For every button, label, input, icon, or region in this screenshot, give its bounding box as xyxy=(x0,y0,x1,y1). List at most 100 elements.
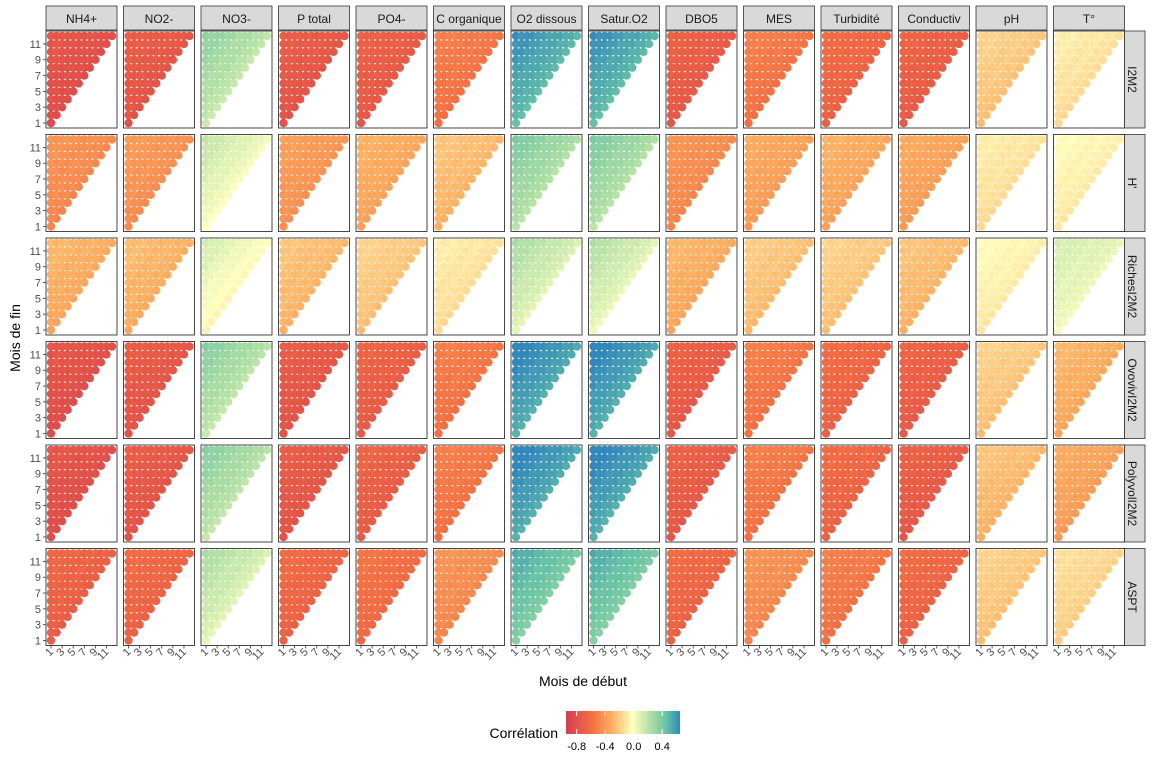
correlation-dot xyxy=(1032,350,1041,359)
correlation-dot xyxy=(417,238,427,248)
correlation-dot xyxy=(960,31,969,41)
facet-panel xyxy=(588,237,660,336)
correlation-dot xyxy=(412,39,421,49)
correlation-dot xyxy=(938,270,947,279)
correlation-dot xyxy=(406,358,416,367)
correlation-dot xyxy=(207,214,216,223)
correlation-dot xyxy=(1115,342,1124,351)
correlation-dot xyxy=(207,524,216,534)
correlation-dot xyxy=(683,405,692,414)
correlation-dot xyxy=(860,166,870,176)
correlation-dot xyxy=(1059,421,1069,430)
correlation-dot xyxy=(85,270,95,279)
facet-panel xyxy=(820,134,893,232)
correlation-dot xyxy=(284,317,294,327)
correlation-dot xyxy=(711,262,720,271)
correlation-dot xyxy=(605,95,615,104)
correlation-dot xyxy=(218,509,227,518)
correlation-dot xyxy=(1098,55,1108,64)
correlation-dot xyxy=(960,342,969,351)
correlation-dot xyxy=(528,95,537,104)
correlation-dot xyxy=(129,214,139,223)
correlation-dot xyxy=(406,47,416,57)
column-strip-label: pH xyxy=(1004,12,1019,26)
correlation-dot xyxy=(251,461,261,471)
correlation-dot xyxy=(633,159,643,168)
facet-panel xyxy=(820,341,893,439)
correlation-dot xyxy=(1087,381,1096,391)
correlation-dot xyxy=(633,262,643,271)
correlation-dot xyxy=(74,493,83,502)
correlation-dot xyxy=(650,342,659,351)
correlation-dot xyxy=(982,421,991,430)
correlation-dot xyxy=(716,47,726,57)
column-strip-label: PO4- xyxy=(377,12,405,26)
correlation-dot xyxy=(467,174,476,184)
correlation-dot xyxy=(511,222,521,231)
correlation-dot xyxy=(871,254,881,264)
correlation-dot xyxy=(700,381,709,391)
correlation-dot xyxy=(533,190,543,200)
correlation-dot xyxy=(794,254,803,264)
correlation-dot xyxy=(877,350,886,359)
facet-panel xyxy=(975,30,1048,129)
correlation-dot xyxy=(683,198,692,207)
correlation-dot xyxy=(1021,366,1030,375)
correlation-dot xyxy=(284,110,294,120)
correlation-dot xyxy=(1076,190,1085,200)
correlation-dot xyxy=(545,71,554,80)
panel-border xyxy=(123,30,195,129)
correlation-dot xyxy=(52,524,61,534)
correlation-dot xyxy=(68,397,78,407)
correlation-dot xyxy=(650,238,659,248)
column-strip xyxy=(355,5,428,31)
correlation-dot xyxy=(312,71,321,80)
correlation-dot xyxy=(284,524,294,534)
column-strip xyxy=(820,5,893,31)
correlation-dot xyxy=(318,373,327,383)
correlation-dot xyxy=(174,254,183,264)
correlation-dot xyxy=(174,358,183,367)
correlation-dot xyxy=(539,79,548,88)
correlation-dot xyxy=(412,350,421,359)
correlation-dot xyxy=(318,63,327,72)
correlation-dot xyxy=(329,461,338,471)
correlation-dot xyxy=(827,421,836,430)
correlation-dot xyxy=(855,381,864,391)
correlation-dot xyxy=(832,413,842,422)
correlation-dot xyxy=(727,342,737,351)
correlation-dot xyxy=(1082,389,1091,399)
correlation-dot xyxy=(871,47,881,57)
y-tick-label: 11 xyxy=(30,349,41,361)
correlation-dot xyxy=(572,135,582,144)
correlation-dot xyxy=(722,246,731,256)
correlation-dot xyxy=(622,278,631,287)
correlation-dot xyxy=(882,238,892,248)
correlation-dot xyxy=(1054,118,1063,128)
correlation-dot xyxy=(157,485,166,494)
correlation-dot xyxy=(877,39,886,49)
correlation-dot xyxy=(240,63,250,72)
correlation-dot xyxy=(96,461,106,471)
correlation-dot xyxy=(489,246,499,256)
correlation-dot xyxy=(993,302,1002,311)
facet-panel xyxy=(820,30,893,129)
correlation-dot xyxy=(240,477,250,486)
facet-panel xyxy=(355,30,428,129)
correlation-dot xyxy=(677,309,687,319)
correlation-dot xyxy=(993,95,1002,104)
correlation-dot xyxy=(760,302,770,311)
correlation-dot xyxy=(871,151,881,160)
correlation-dot xyxy=(257,143,266,152)
correlation-dot xyxy=(666,222,676,231)
correlation-dot xyxy=(843,87,853,96)
correlation-dot xyxy=(1076,397,1085,407)
correlation-dot xyxy=(124,429,133,438)
correlation-dot xyxy=(993,405,1002,414)
correlation-dot xyxy=(533,397,543,407)
correlation-dot xyxy=(705,270,715,279)
correlation-dot xyxy=(218,302,227,311)
correlation-dot xyxy=(157,381,166,391)
correlation-dot xyxy=(279,532,288,542)
correlation-dot xyxy=(378,294,388,303)
